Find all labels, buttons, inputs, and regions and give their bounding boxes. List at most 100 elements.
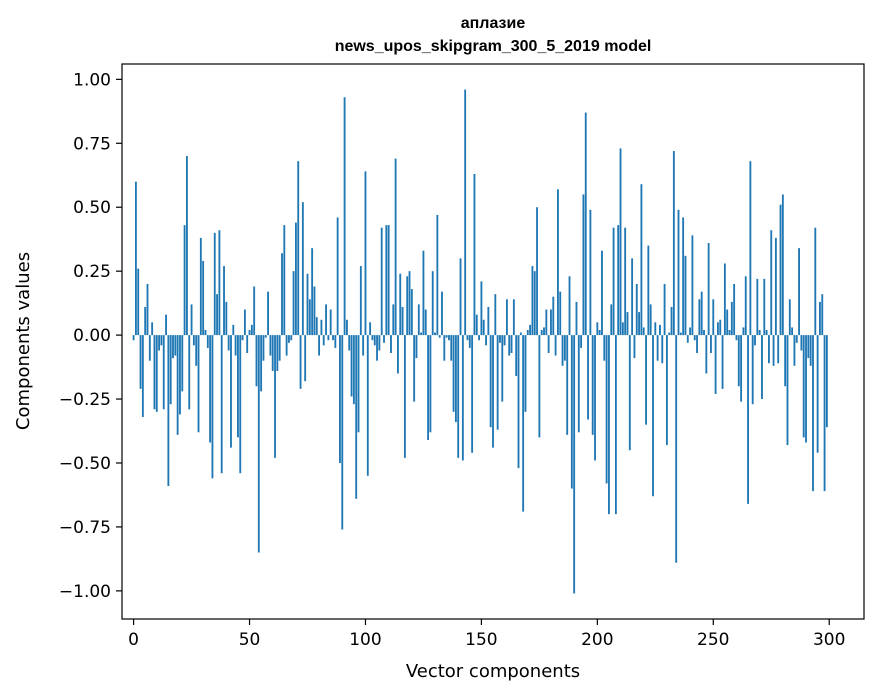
bar: [677, 209, 680, 336]
bar: [475, 314, 478, 336]
bar: [294, 222, 297, 336]
y-tick-label: −0.50: [59, 454, 111, 474]
bar: [594, 335, 596, 461]
bar: [450, 335, 453, 361]
bar: [522, 335, 525, 512]
bar: [582, 194, 585, 336]
y-tick-label: 0.75: [73, 134, 111, 154]
bar: [825, 335, 828, 428]
bar: [816, 335, 819, 453]
bar: [719, 319, 722, 336]
bar: [663, 283, 666, 336]
bar: [735, 335, 738, 341]
bar: [192, 335, 195, 346]
bar: [675, 335, 678, 563]
bar: [461, 335, 464, 461]
bar: [206, 335, 209, 348]
bar: [243, 309, 246, 336]
bar: [445, 335, 448, 338]
bar: [492, 335, 494, 448]
bar: [332, 335, 334, 341]
bar: [659, 324, 661, 336]
bar: [640, 184, 643, 336]
bar: [689, 327, 692, 336]
bar: [670, 306, 673, 336]
bar: [304, 335, 307, 382]
x-tick-label: 0: [128, 630, 139, 650]
bar: [195, 335, 198, 366]
bar: [531, 266, 534, 336]
bar: [141, 335, 144, 417]
bar: [512, 299, 515, 336]
bar: [373, 335, 376, 346]
bar: [281, 253, 283, 336]
bar: [795, 335, 798, 343]
bar: [301, 202, 304, 336]
bar: [288, 335, 290, 343]
bar: [204, 329, 207, 336]
bar: [705, 335, 708, 374]
bar: [269, 335, 272, 356]
bar: [707, 243, 710, 336]
bar: [758, 329, 761, 336]
bar: [385, 225, 388, 336]
bar: [733, 283, 736, 336]
bar: [645, 335, 647, 425]
bar: [672, 150, 675, 336]
bar: [696, 335, 698, 354]
bar: [459, 258, 462, 336]
bar: [777, 335, 780, 364]
bar: [325, 304, 327, 336]
bar: [526, 329, 529, 336]
y-axis-ticks: 1.00 0.75 0.50 0.25 0.00 −0.25 −0.50 −0.75 −1.00: [59, 70, 122, 602]
bar: [809, 335, 812, 366]
bar: [311, 248, 314, 336]
chart-title: аплазие: [461, 15, 526, 32]
bar: [232, 324, 235, 336]
bar: [819, 301, 821, 336]
bar: [751, 335, 754, 405]
bar: [197, 335, 200, 433]
bar: [144, 306, 147, 336]
bar: [661, 335, 664, 364]
bar: [218, 230, 221, 336]
bar: [299, 335, 302, 389]
plot-area-frame: [121, 63, 865, 620]
y-tick-label: 0.00: [73, 326, 111, 346]
bar: [237, 335, 239, 438]
bar: [494, 294, 497, 336]
bar: [452, 335, 455, 412]
bar: [716, 322, 719, 336]
bar: [220, 335, 223, 474]
bar: [406, 276, 409, 336]
bar: [772, 335, 775, 366]
bar: [223, 266, 225, 336]
bar: [533, 271, 536, 336]
y-tick-label: 0.25: [73, 262, 111, 282]
x-tick-label: 100: [349, 630, 381, 650]
x-axis-label: Vector components: [406, 661, 580, 682]
bar: [457, 335, 460, 458]
bar: [584, 112, 587, 336]
bar: [649, 304, 652, 336]
bar: [698, 299, 701, 336]
bar: [635, 283, 638, 336]
bar: [749, 161, 752, 336]
bar: [577, 335, 580, 433]
bar: [165, 314, 167, 336]
bar: [241, 335, 244, 341]
bar: [209, 335, 212, 443]
bar: [257, 335, 260, 553]
bar: [234, 335, 237, 356]
bar: [642, 327, 645, 336]
bar: [626, 312, 629, 336]
bars-group: [132, 89, 828, 594]
bar: [656, 335, 659, 361]
bar: [575, 301, 578, 336]
bar: [740, 335, 743, 402]
bar: [160, 335, 163, 346]
bar: [315, 317, 318, 336]
bar: [684, 255, 687, 336]
bar: [614, 335, 617, 515]
x-axis-ticks: 0 50 100 150 200 250 300: [128, 619, 845, 650]
